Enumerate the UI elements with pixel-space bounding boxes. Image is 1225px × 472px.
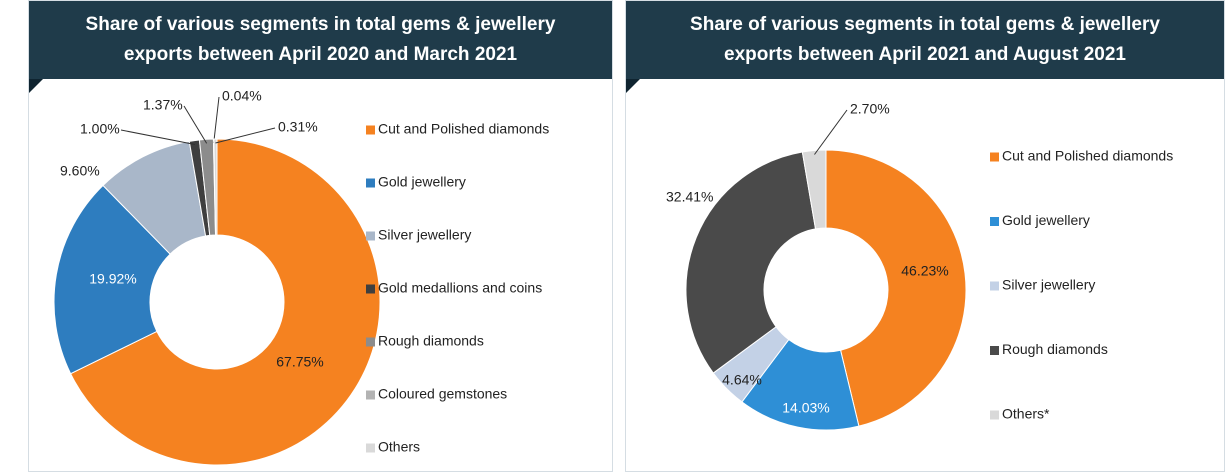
chart-title: Share of various segments in total gems … xyxy=(626,1,1224,79)
fold xyxy=(29,79,43,93)
panel: Share of various segments in total gems … xyxy=(625,0,1225,472)
fold xyxy=(626,79,640,93)
panel: Share of various segments in total gems … xyxy=(28,0,613,472)
chart-title: Share of various segments in total gems … xyxy=(29,1,612,79)
